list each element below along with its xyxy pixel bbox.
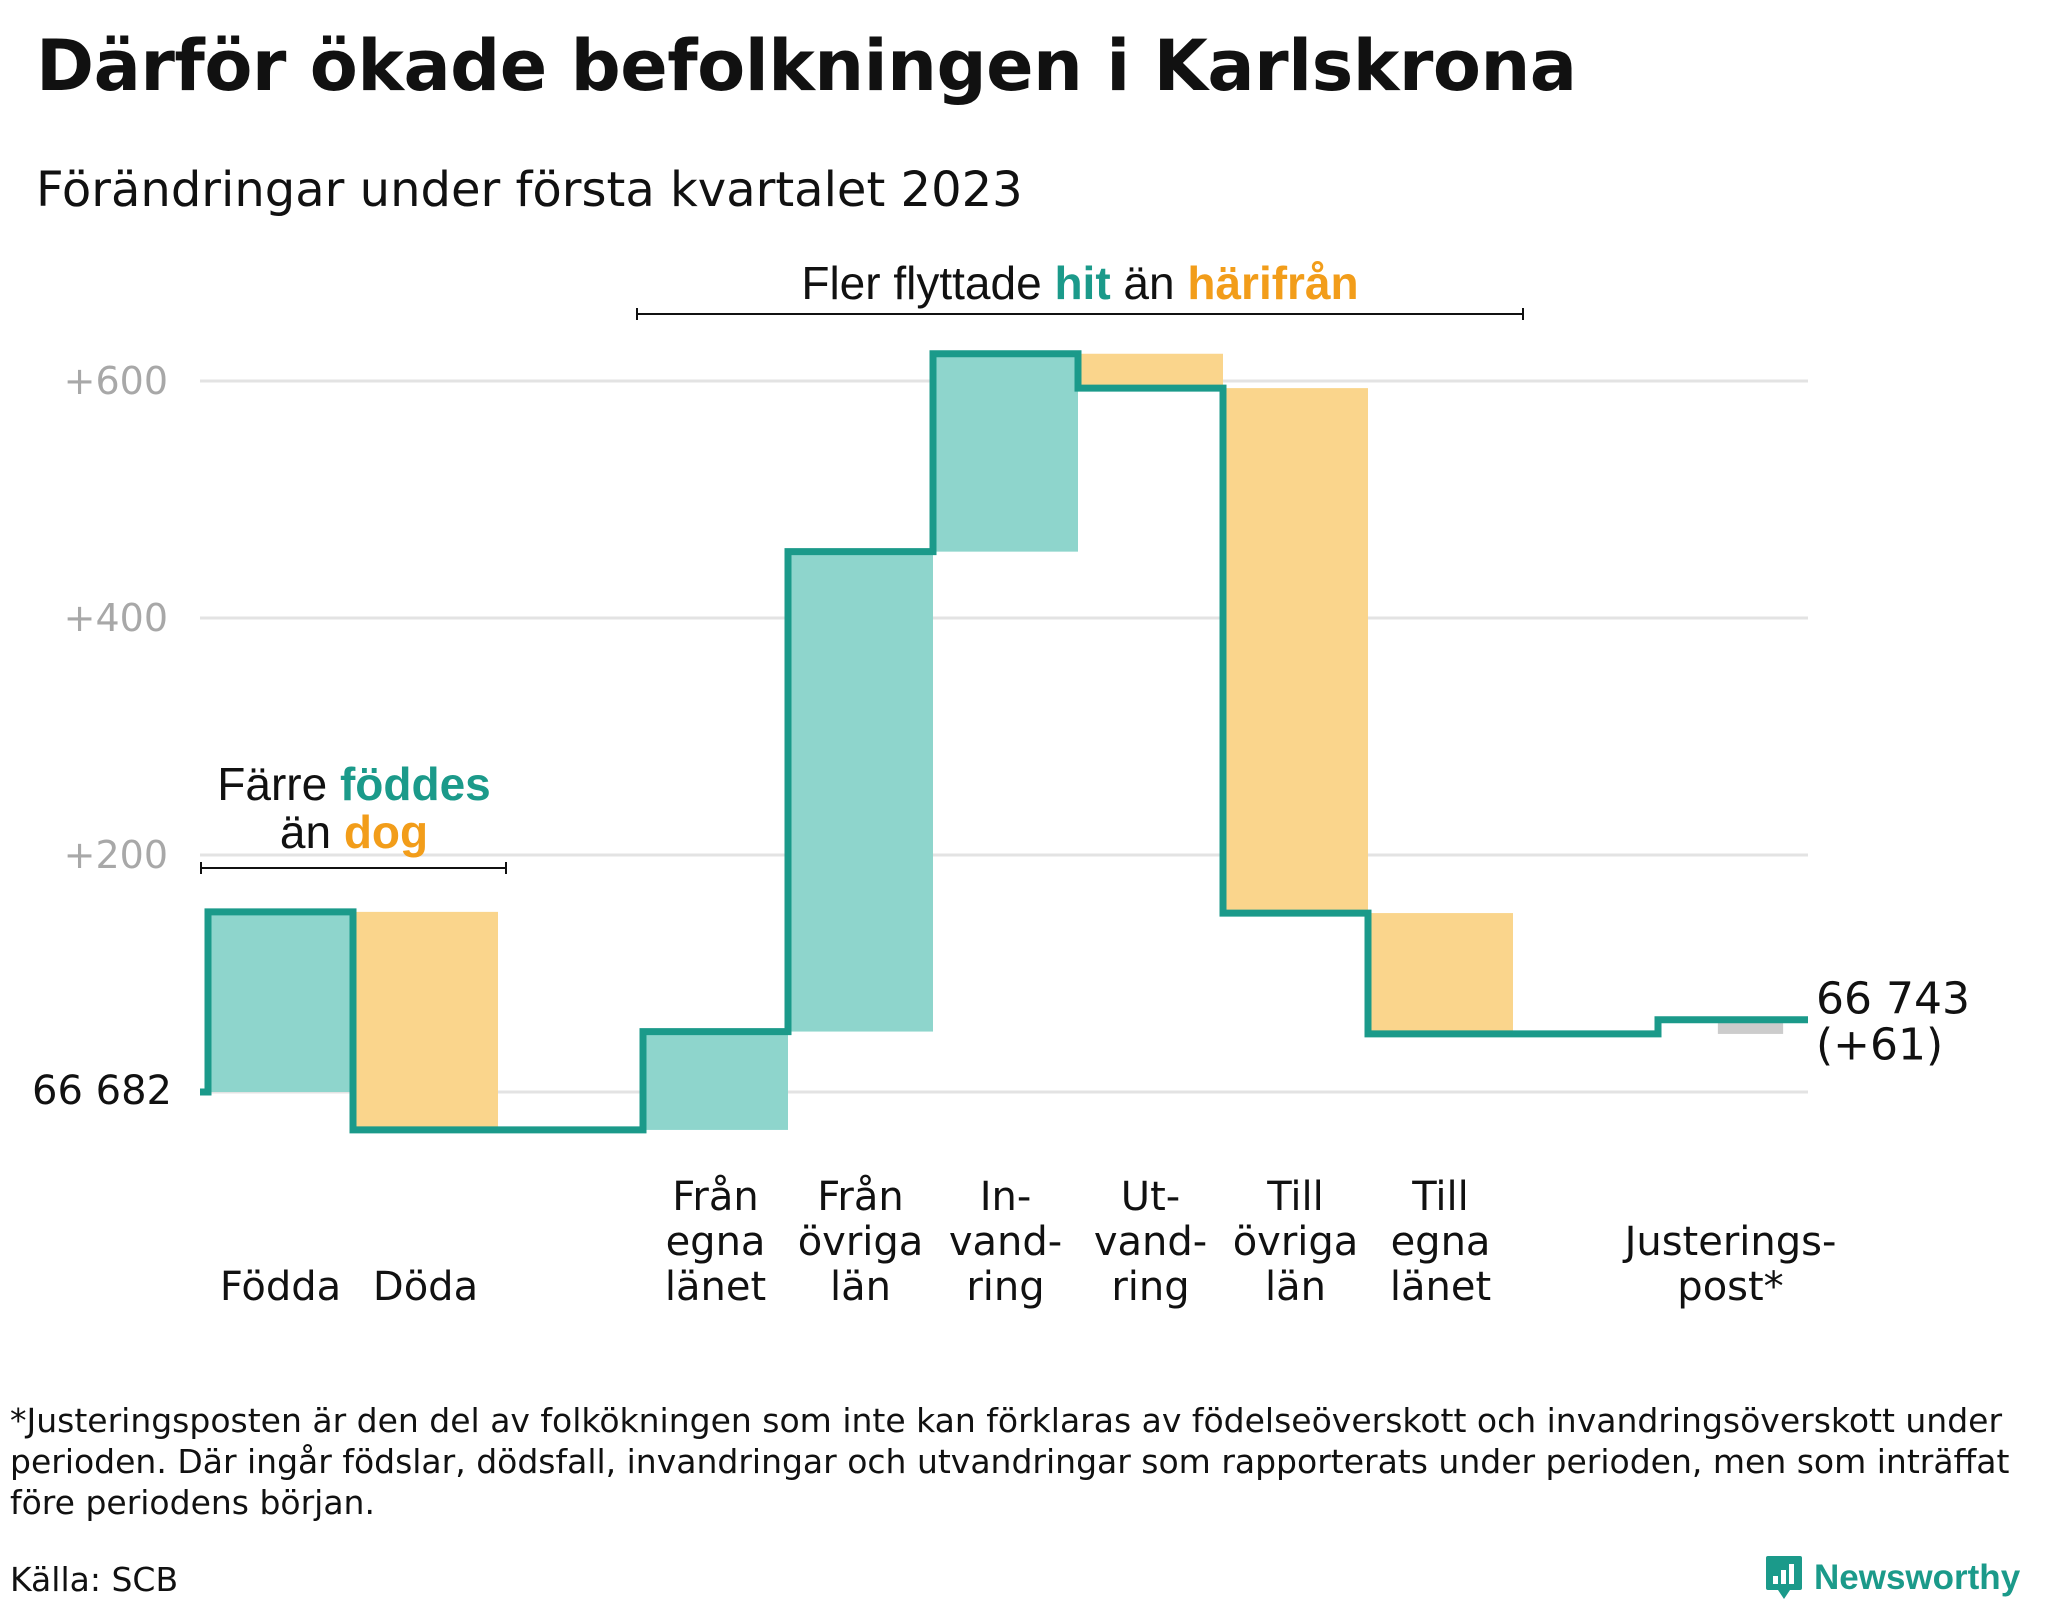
source-note: Källa: SCB bbox=[10, 1560, 179, 1599]
annotation-births-deaths: än dog bbox=[280, 806, 428, 858]
newsworthy-logo-icon bbox=[1766, 1556, 1802, 1599]
waterfall-bar bbox=[1223, 388, 1368, 914]
x-axis-label: Justerings-post* bbox=[1622, 1219, 1837, 1310]
y-tick-label: +400 bbox=[64, 596, 168, 640]
cumulative-step-line bbox=[200, 350, 1808, 1134]
chart-title: Därför ökade befolkningen i Karlskrona bbox=[36, 25, 1577, 107]
waterfall-bar bbox=[208, 911, 353, 1092]
x-axis-label: In-vand-ring bbox=[949, 1174, 1062, 1310]
end-change-label: (+61) bbox=[1816, 1020, 1943, 1071]
brand-logo[interactable]: Newsworthy bbox=[1764, 1552, 2020, 1604]
x-axis-label: Till egna länet bbox=[1390, 1174, 1491, 1310]
y-tick-label: +200 bbox=[64, 833, 168, 877]
x-axis-label: Till övriga län bbox=[1233, 1174, 1359, 1310]
waterfall-bar bbox=[788, 551, 933, 1032]
y-tick-label: +600 bbox=[64, 359, 168, 403]
brand-name: Newsworthy bbox=[1814, 1558, 2021, 1597]
waterfall-bar bbox=[1078, 353, 1223, 389]
chart-subtitle: Förändringar under första kvartalet 2023 bbox=[36, 162, 1023, 218]
footnote: *Justeringsposten är den del av folkökni… bbox=[10, 1401, 2010, 1522]
label-layer: Födda Döda Från egna länet Från övriga länIn-va… bbox=[220, 974, 1970, 1310]
end-value-label: 66 743 bbox=[1816, 974, 1970, 1025]
waterfall-chart: +200 +400 +600 66 682 Födda Döda Från egna läne… bbox=[32, 257, 1970, 1310]
x-axis-label: Ut-vand-ring bbox=[1094, 1174, 1207, 1310]
waterfall-bar bbox=[643, 1031, 788, 1130]
waterfall-bar bbox=[1717, 1019, 1784, 1034]
baseline-value-label: 66 682 bbox=[32, 1068, 172, 1114]
annotation-births-deaths: Färre föddes bbox=[217, 758, 490, 810]
x-axis-label: Döda bbox=[373, 1264, 478, 1310]
x-axis-label: Från övriga län bbox=[798, 1174, 924, 1310]
line-layer bbox=[200, 350, 1808, 1134]
waterfall-bar bbox=[933, 353, 1078, 552]
x-axis-label: Födda bbox=[220, 1264, 341, 1310]
bar-layer bbox=[208, 353, 1784, 1130]
x-axis-label: Från egna länet bbox=[665, 1174, 766, 1310]
waterfall-bar bbox=[353, 911, 498, 1130]
annotation-migration: Fler flyttade hit än härifrån bbox=[801, 257, 1358, 309]
waterfall-bar bbox=[1368, 913, 1513, 1034]
